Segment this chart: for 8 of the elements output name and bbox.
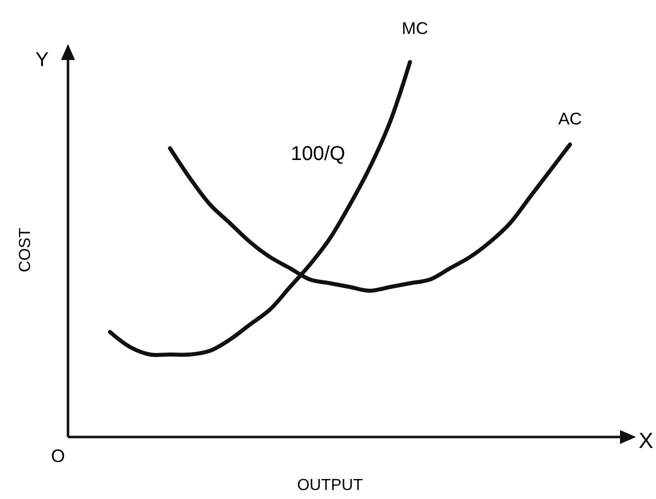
text: X — [638, 428, 654, 453]
x-axis-title: OUTPUT — [297, 477, 364, 494]
series-label: MC — [402, 19, 428, 38]
text: Y — [35, 49, 49, 71]
text: O — [50, 446, 66, 466]
y-axis-title: COST — [17, 228, 34, 272]
annotation: 100/Q — [290, 143, 346, 165]
series-label: AC — [558, 110, 582, 128]
